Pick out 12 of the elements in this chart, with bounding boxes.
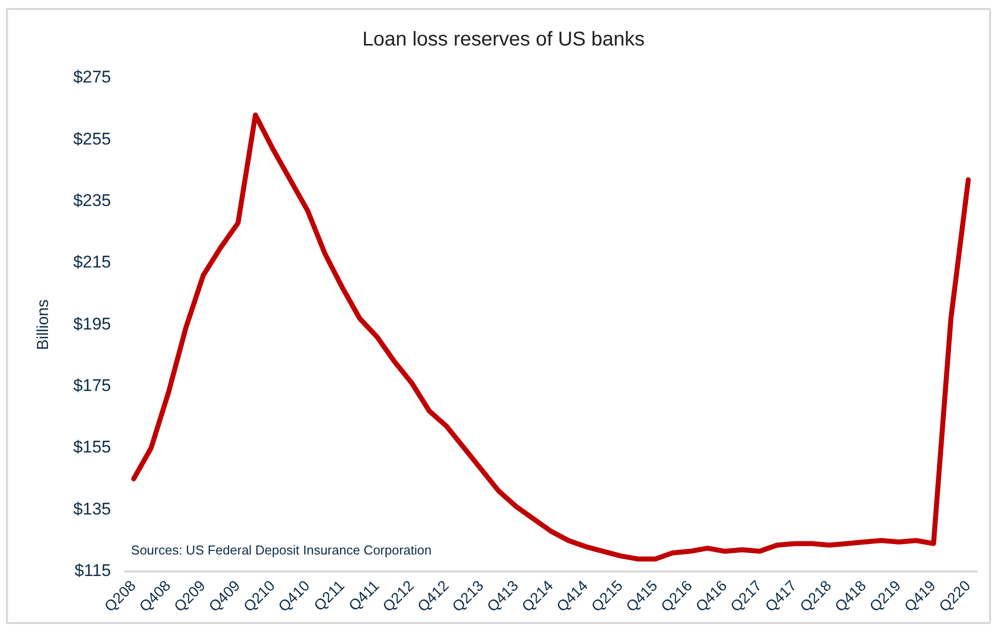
- y-axis-title: Billions: [35, 299, 52, 350]
- y-tick-label: $255: [73, 129, 112, 148]
- annotation: Sources: US Federal Deposit Insurance Corporation: [131, 542, 432, 558]
- chart-title: Loan loss reserves of US banks: [362, 28, 645, 51]
- y-tick-label: $235: [73, 191, 112, 210]
- y-tick-label: $275: [73, 68, 112, 87]
- y-tick-label: $115: [74, 561, 112, 580]
- y-tick-label: $135: [73, 499, 112, 518]
- y-tick-label: $215: [73, 252, 112, 272]
- y-tick-label: $155: [73, 438, 112, 457]
- y-tick-label: $175: [73, 376, 112, 396]
- y-tick-label: $195: [73, 314, 112, 334]
